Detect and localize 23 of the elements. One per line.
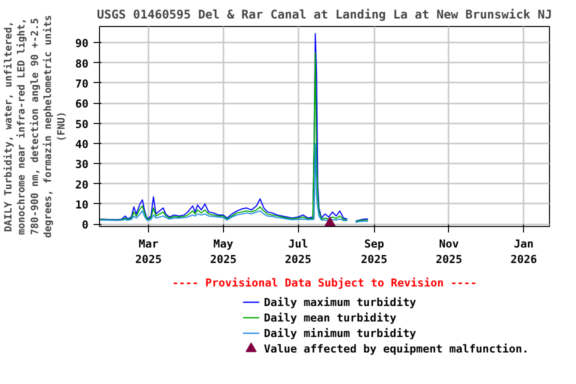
legend-label: Daily mean turbidity [264,311,397,324]
x-tick-label: Sep 2025 [360,238,388,266]
y-tick-label: 40 [75,138,89,151]
x-tick-label: Jan 2026 [510,238,538,266]
y-tick-label: 30 [75,158,89,172]
x-tick-label: Mar 2025 [135,238,162,266]
legend-label: Value affected by equipment malfunction. [264,342,529,356]
x-tick-label: Jul 2025 [284,238,312,266]
legend-label: Daily minimum turbidity [264,326,417,340]
x-tick-label: May 2025 [210,238,237,266]
chart-title: USGS 01460595 Del & Rar Canal at Landing La at New Brunswick NJ [96,8,552,22]
x-tick-label: Nov 2025 [436,238,462,266]
y-axis-title: DAILY Turbidity, water, unfiltered, monochrome near infra-red LED light, 780-900 nm, detection angle 90 +-2.5 degrees, formazin nephelometric units (FNU) [2,15,68,238]
y-tick-label: 20 [75,178,89,192]
y-tick-label: 10 [75,198,89,212]
text: ---- Provisional Data Subject to Revision ---- [172,276,477,290]
y-tick-label: 70 [75,77,89,90]
y-tick-label: 0 [82,218,88,232]
y-tick-label: 60 [75,98,89,111]
y-tick-label: 80 [75,57,89,70]
legend-label: Daily maximum turbidity [264,296,417,309]
y-tick-label: 90 [75,37,89,50]
y-tick-label: 50 [75,118,89,131]
